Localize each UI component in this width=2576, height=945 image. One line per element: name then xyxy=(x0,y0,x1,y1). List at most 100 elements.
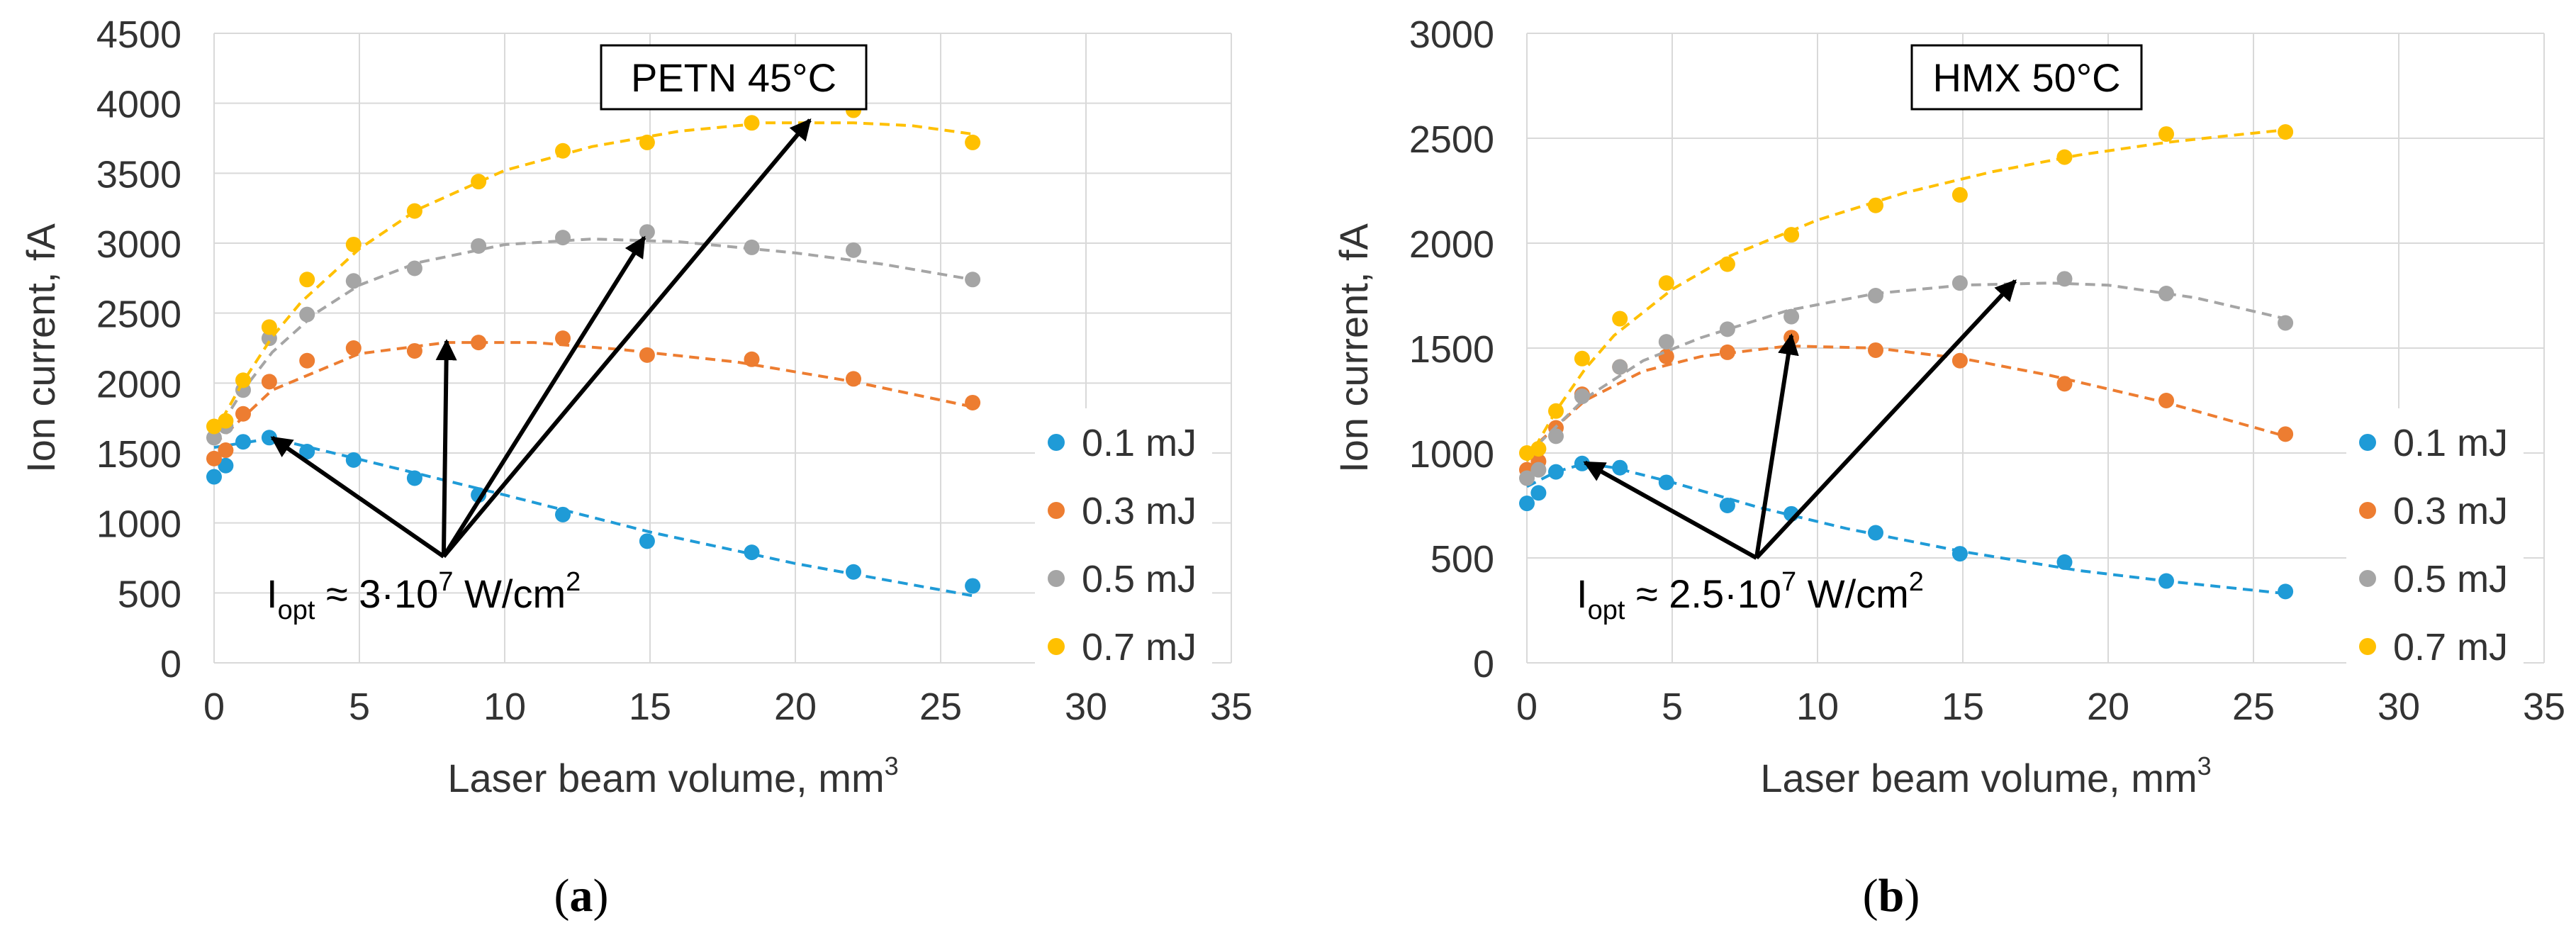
data-point xyxy=(1783,308,1800,325)
x-tick-label: 35 xyxy=(2523,686,2565,728)
data-point xyxy=(1719,256,1735,272)
legend-label: 0.7 mJ xyxy=(2393,626,2508,669)
data-point xyxy=(1530,441,1547,457)
data-point xyxy=(1530,462,1547,478)
arrow xyxy=(1583,460,1758,560)
data-point xyxy=(206,450,222,466)
optimal-intensity-annotation: Iopt ≈ 2.5·107 W/cm2 xyxy=(1577,567,1924,625)
data-point xyxy=(1548,464,1564,480)
legend-label: 0.3 mJ xyxy=(1082,490,1197,532)
annotation-value: ≈ 2.5·10 xyxy=(1625,571,1781,616)
data-point xyxy=(1868,197,1883,213)
x-axis-title-text: Laser beam volume, mm xyxy=(1760,756,2197,800)
data-point xyxy=(235,372,251,388)
y-tick-label: 1000 xyxy=(1409,433,1494,476)
trendline xyxy=(213,237,973,437)
annotation-unit-sup: 2 xyxy=(566,567,581,597)
series-0-5-mj xyxy=(1519,271,2294,486)
data-point xyxy=(2056,554,2073,570)
data-point xyxy=(744,544,760,561)
caption-close-paren: ) xyxy=(593,870,609,922)
data-point xyxy=(406,342,422,359)
y-tick-label: 4500 xyxy=(96,13,181,56)
data-point xyxy=(744,351,760,367)
series-0-5-mj xyxy=(206,224,981,446)
series-0-7-mj xyxy=(1519,124,2294,462)
data-point xyxy=(846,242,861,258)
data-point xyxy=(345,273,362,289)
x-tick-label: 30 xyxy=(2378,686,2420,728)
legend-label: 0.1 mJ xyxy=(1082,422,1197,464)
y-tick-label: 4000 xyxy=(96,84,181,126)
data-point xyxy=(2278,426,2294,442)
legend-marker xyxy=(1048,502,1065,519)
caption-letter: b xyxy=(1878,870,1905,922)
legend-marker xyxy=(2359,502,2376,519)
data-point xyxy=(1951,352,1968,369)
data-point xyxy=(1951,546,1968,562)
y-tick-label: 2000 xyxy=(1409,223,1494,266)
x-axis-title-sup: 3 xyxy=(2197,751,2212,781)
x-tick-label: 15 xyxy=(1942,686,1984,728)
data-point xyxy=(1868,288,1883,303)
annotation-value: ≈ 3·10 xyxy=(315,571,438,616)
data-point xyxy=(345,452,362,468)
data-point xyxy=(2278,583,2294,600)
data-point xyxy=(965,272,981,288)
data-point xyxy=(555,506,571,522)
data-point xyxy=(471,335,487,351)
x-axis-title: Laser beam volume, mm3 xyxy=(447,751,898,800)
data-point xyxy=(744,239,760,255)
data-point xyxy=(261,374,277,390)
data-point xyxy=(2158,286,2174,302)
x-tick-label: 25 xyxy=(2232,686,2275,728)
arrows xyxy=(270,118,812,559)
data-point xyxy=(406,260,422,276)
data-point xyxy=(299,272,315,288)
x-tick-label: 0 xyxy=(203,686,225,728)
trendline xyxy=(1525,281,2286,457)
x-tick-label: 15 xyxy=(629,686,671,728)
legend-background xyxy=(2346,408,2524,688)
data-point xyxy=(1519,496,1535,512)
data-point xyxy=(2158,573,2174,589)
data-point xyxy=(406,203,422,219)
annotation-symbol: I xyxy=(1577,571,1588,616)
legend-marker xyxy=(1048,434,1065,451)
trendline xyxy=(213,121,973,435)
legend-label: 0.7 mJ xyxy=(1082,626,1197,669)
data-point xyxy=(1519,470,1535,486)
x-tick-label: 10 xyxy=(1796,686,1839,728)
data-point xyxy=(1530,485,1547,501)
data-point xyxy=(1612,459,1628,476)
data-point xyxy=(1951,186,1968,203)
y-tick-label: 1500 xyxy=(96,433,181,476)
data-point xyxy=(218,442,234,459)
data-point xyxy=(1658,474,1674,491)
y-tick-label: 2500 xyxy=(1409,118,1494,161)
legend-marker xyxy=(2359,434,2376,451)
data-point xyxy=(1548,428,1564,444)
x-tick-label: 0 xyxy=(1516,686,1538,728)
legend: 0.1 mJ 0.3 mJ 0.5 mJ 0.7 mJ xyxy=(1035,408,1212,688)
series-0-7-mj xyxy=(206,102,981,435)
data-point xyxy=(846,564,861,580)
y-tick-label: 2500 xyxy=(96,293,181,336)
legend-marker xyxy=(1048,570,1065,587)
tick-labels: 0 500 1000 1500 2000 2500 3000 0 5 10 15 20 25 30 35 xyxy=(1409,13,2565,728)
data-point xyxy=(235,406,251,422)
y-tick-label: 1500 xyxy=(1409,328,1494,371)
legend-marker xyxy=(2359,638,2376,655)
chart-title-box xyxy=(1910,44,2143,111)
x-tick-label: 20 xyxy=(2087,686,2129,728)
series-0-3-mj xyxy=(1519,330,2294,478)
annotation-exponent: 7 xyxy=(438,567,453,597)
data-point xyxy=(639,224,655,240)
chart-title: HMX 50°C xyxy=(1932,55,2120,100)
annotation-exponent: 7 xyxy=(1781,567,1796,597)
data-point xyxy=(1868,525,1883,541)
optimal-intensity-annotation: Iopt ≈ 3·107 W/cm2 xyxy=(267,567,581,625)
data-point xyxy=(639,134,655,150)
annotation-unit: W/cm xyxy=(453,571,566,616)
x-tick-label: 5 xyxy=(1662,686,1683,728)
